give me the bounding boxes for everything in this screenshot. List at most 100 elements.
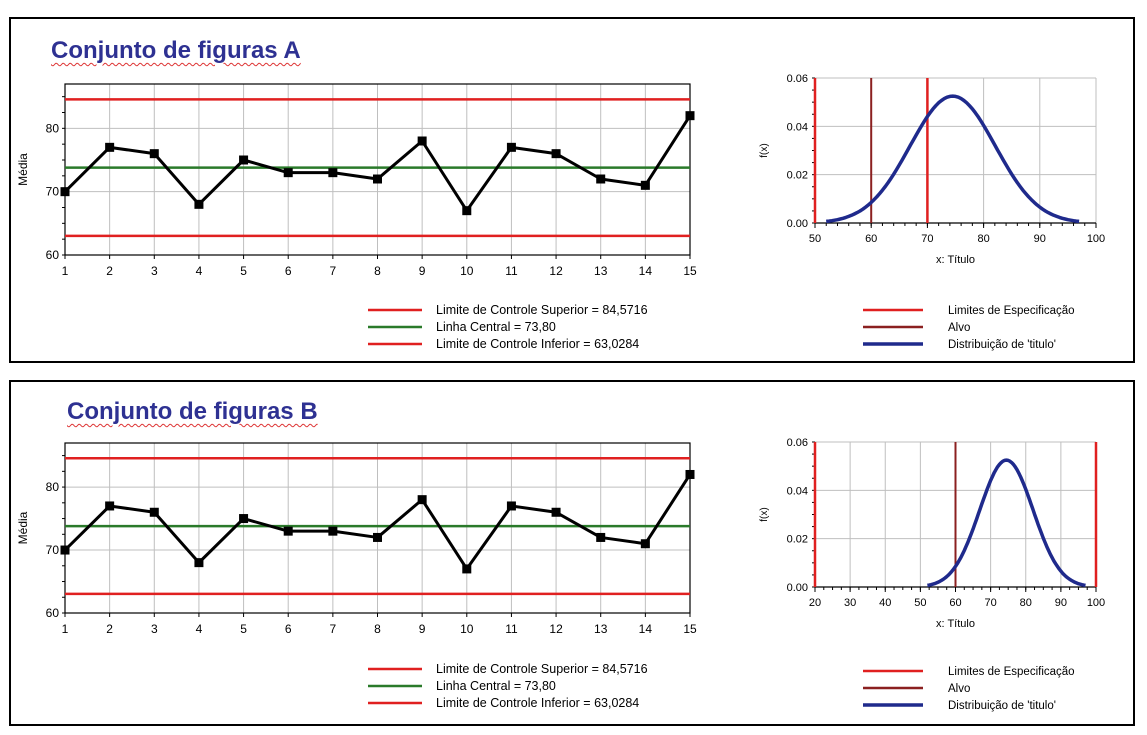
x-tick-label: 6: [285, 622, 292, 636]
y-tick-label: 60: [46, 606, 60, 620]
spec-legend-label: Alvo: [948, 683, 970, 695]
data-point: [328, 526, 338, 536]
x-tick-label: 5: [240, 622, 247, 636]
x-tick-label: 70: [985, 597, 997, 609]
panel-title: Conjunto de figuras A: [51, 37, 301, 65]
x-tick-label: 10: [460, 622, 474, 636]
x-tick-label: 5: [240, 264, 247, 278]
x-axis-label: x: Título: [936, 254, 975, 266]
data-point: [283, 168, 293, 178]
x-axis-label: x: Título: [936, 618, 975, 630]
data-point: [105, 142, 115, 152]
data-point: [417, 495, 427, 505]
data-point: [239, 155, 249, 165]
y-tick-label: 0.02: [787, 170, 808, 182]
x-tick-label: 11: [505, 622, 518, 636]
spec-legend-label: Limites de Especificação: [948, 305, 1075, 317]
data-point: [551, 149, 561, 159]
y-tick-label: 0.06: [787, 437, 808, 449]
x-tick-label: 15: [683, 622, 697, 636]
x-tick-label: 60: [949, 597, 961, 609]
data-point: [149, 149, 159, 159]
x-tick-label: 14: [639, 622, 653, 636]
data-point: [149, 507, 159, 517]
x-tick-label: 15: [683, 264, 697, 278]
x-tick-label: 80: [1020, 597, 1032, 609]
x-tick-label: 8: [374, 264, 381, 278]
data-point: [105, 501, 115, 511]
control-legend-label: Limite de Controle Inferior = 63,0284: [436, 696, 639, 710]
data-point: [417, 136, 427, 146]
data-point: [462, 564, 472, 574]
x-tick-label: 4: [196, 622, 203, 636]
spec-legend-label: Distribuição de 'titulo': [948, 700, 1056, 712]
y-tick-label: 0.00: [787, 582, 808, 594]
data-point: [506, 142, 516, 152]
x-tick-label: 20: [809, 597, 821, 609]
data-point: [640, 539, 650, 549]
spec-legend-label: Limites de Especificação: [948, 666, 1075, 678]
x-tick-label: 3: [151, 264, 158, 278]
y-axis-label: f(x): [759, 143, 770, 157]
y-tick-label: 70: [46, 185, 60, 199]
y-axis-label: f(x): [759, 507, 770, 521]
data-point: [685, 111, 695, 121]
x-tick-label: 13: [594, 264, 608, 278]
x-tick-label: 7: [330, 264, 337, 278]
control-legend-label: Limite de Controle Superior = 84,5716: [436, 662, 648, 676]
data-point: [60, 545, 70, 555]
x-tick-label: 2: [106, 622, 113, 636]
x-tick-label: 10: [460, 264, 474, 278]
y-tick-label: 80: [46, 480, 60, 494]
distribution-curve: [927, 458, 1086, 588]
control-legend-label: Limite de Controle Inferior = 63,0284: [436, 337, 639, 351]
panel-title: Conjunto de figuras B: [67, 398, 318, 426]
data-point: [239, 514, 249, 524]
data-point: [462, 206, 472, 216]
x-tick-label: 8: [374, 622, 381, 636]
panel-a: Conjunto de figuras A: [9, 17, 1135, 363]
x-tick-label: 7: [330, 622, 337, 636]
x-tick-label: 100: [1087, 233, 1105, 245]
x-tick-label: 12: [549, 622, 563, 636]
data-point: [640, 180, 650, 190]
spec-legend-label: Distribuição de 'titulo': [948, 339, 1056, 351]
data-point: [596, 532, 606, 542]
y-tick-label: 0.00: [787, 218, 808, 230]
data-point: [551, 507, 561, 517]
control-legend-label: Limite de Controle Superior = 84,5716: [436, 303, 648, 317]
x-tick-label: 3: [151, 622, 158, 636]
x-tick-label: 4: [196, 264, 203, 278]
distribution-curve: [826, 94, 1080, 224]
y-tick-label: 80: [46, 121, 60, 135]
x-tick-label: 11: [505, 264, 518, 278]
control-legend-label: Linha Central = 73,80: [436, 679, 556, 693]
panel-title-text: Conjunto de figuras B: [67, 398, 318, 425]
x-tick-label: 14: [639, 264, 653, 278]
panel-b: Conjunto de figuras B: [9, 380, 1135, 726]
x-tick-label: 90: [1034, 233, 1046, 245]
data-point: [194, 199, 204, 209]
y-tick-label: 0.04: [787, 121, 808, 133]
data-point: [60, 187, 70, 197]
data-point: [328, 168, 338, 178]
x-tick-label: 40: [879, 597, 891, 609]
x-tick-label: 50: [809, 233, 821, 245]
data-point: [373, 532, 382, 542]
x-tick-label: 70: [921, 233, 933, 245]
y-tick-label: 70: [46, 543, 60, 557]
x-tick-label: 80: [977, 233, 989, 245]
x-tick-label: 9: [419, 622, 426, 636]
x-tick-label: 50: [914, 597, 926, 609]
y-tick-label: 0.04: [787, 485, 808, 497]
data-point: [685, 469, 695, 479]
y-tick-label: 0.06: [787, 73, 808, 85]
x-tick-label: 100: [1087, 597, 1105, 609]
data-point: [194, 558, 204, 568]
x-tick-label: 90: [1055, 597, 1067, 609]
panel-title-text: Conjunto de figuras A: [51, 37, 301, 64]
data-point: [506, 501, 516, 511]
x-tick-label: 1: [62, 264, 69, 278]
spec-legend-label: Alvo: [948, 322, 970, 334]
